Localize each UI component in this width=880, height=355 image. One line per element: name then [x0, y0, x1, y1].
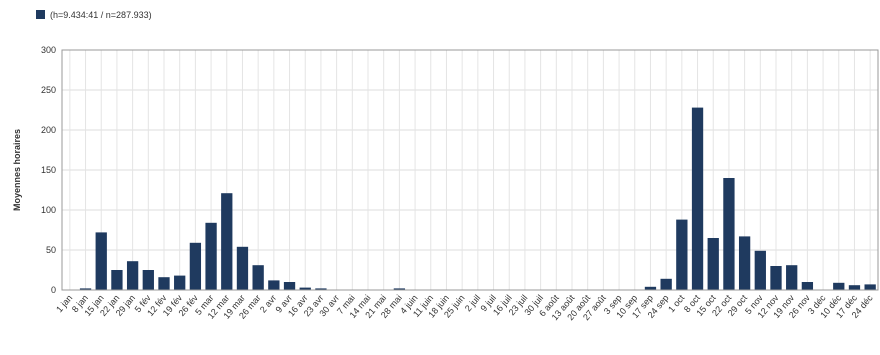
- bar: [676, 219, 688, 290]
- bar: [393, 288, 406, 290]
- bar: [770, 266, 782, 290]
- bar: [283, 282, 296, 290]
- bar: [221, 193, 233, 290]
- bar: [299, 287, 311, 290]
- y-tick-label: 50: [46, 245, 56, 255]
- bar: [174, 275, 186, 290]
- bar: [315, 288, 327, 290]
- x-tick-label: 2 juil: [463, 293, 483, 314]
- plot-frame: [61, 49, 879, 291]
- x-tick-label: 1 oct: [666, 292, 687, 314]
- y-tick-label: 250: [41, 85, 56, 95]
- y-tick-label: 150: [41, 165, 56, 175]
- bar: [660, 278, 672, 290]
- y-tick-label: 100: [41, 205, 56, 215]
- bar: [205, 222, 217, 290]
- legend-swatch: [36, 10, 45, 19]
- y-tick-label: 0: [51, 285, 56, 295]
- bar: [95, 232, 107, 290]
- bar: [786, 265, 798, 290]
- bar: [848, 285, 861, 290]
- bar: [268, 280, 280, 290]
- bar: [158, 277, 170, 290]
- bar: [142, 270, 154, 290]
- bar: [738, 236, 751, 290]
- y-tick-label: 200: [41, 125, 56, 135]
- x-tick-label: 1 jan: [54, 293, 74, 314]
- bar: [691, 107, 704, 290]
- legend-label: (h=9.434:41 / n=287.933): [50, 10, 152, 20]
- bar: [252, 265, 264, 290]
- bar: [754, 250, 766, 290]
- x-tick-label: 2 avr: [258, 293, 279, 315]
- bar: [111, 270, 123, 290]
- y-tick-label: 300: [41, 45, 56, 55]
- bar: [126, 261, 139, 290]
- bar: [644, 286, 657, 290]
- bar: [833, 282, 845, 290]
- bar: [189, 242, 202, 290]
- bar: [236, 246, 249, 290]
- bar: [801, 282, 814, 290]
- bar: [79, 288, 92, 290]
- bar: [864, 284, 876, 290]
- y-axis-label: Moyennes horaires: [12, 129, 22, 211]
- bar: [707, 238, 719, 290]
- bar: [723, 178, 735, 290]
